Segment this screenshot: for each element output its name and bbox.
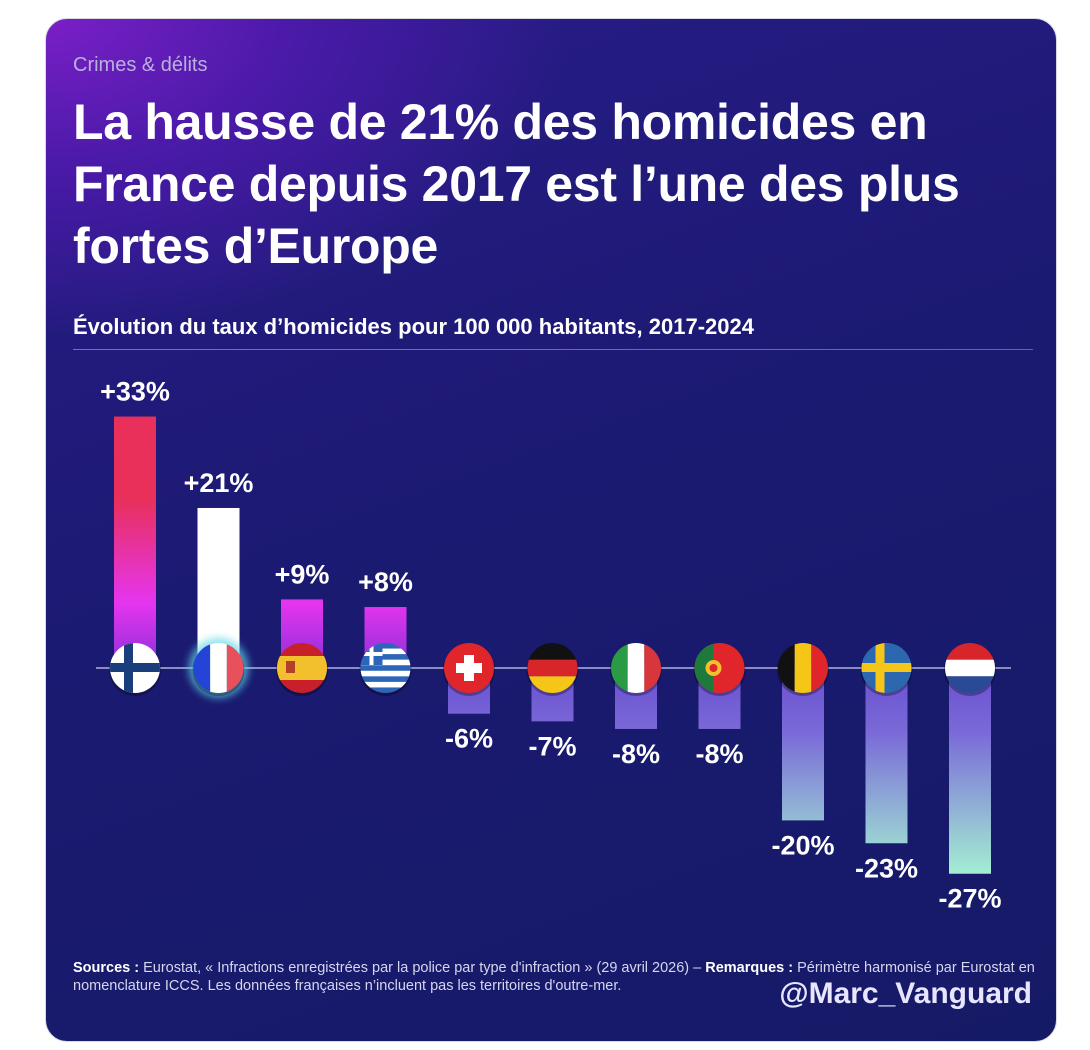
flag-belgium-icon xyxy=(777,643,829,696)
flag-italy-icon xyxy=(610,643,662,696)
data-label: -8% xyxy=(612,739,660,769)
data-label: +9% xyxy=(275,559,330,589)
sources-text: Eurostat, « Infractions enregistrées par… xyxy=(139,960,706,976)
flag-germany-icon xyxy=(526,643,579,696)
data-label: -7% xyxy=(528,731,576,761)
bar-sweden xyxy=(865,668,908,844)
bar-netherlands xyxy=(949,668,991,874)
flag-greece-icon xyxy=(359,643,412,696)
flag-spain-icon xyxy=(276,643,328,696)
divider xyxy=(73,349,1033,350)
flag-netherlands-icon xyxy=(944,643,996,696)
data-label: +33% xyxy=(100,377,170,407)
chart-subtitle: Évolution du taux d’homicides pour 100 0… xyxy=(73,314,754,339)
bar-belgium xyxy=(782,668,824,821)
data-label: -27% xyxy=(938,884,1001,914)
data-label: -8% xyxy=(695,739,743,769)
page-title: La hausse de 21% des homicides en France… xyxy=(73,94,960,274)
bar-finland xyxy=(114,416,156,668)
data-label: +8% xyxy=(358,567,413,597)
sources-label: Sources : xyxy=(73,960,140,976)
remarks-label: Remarques : xyxy=(705,960,794,976)
kicker: Crimes & délits xyxy=(73,54,208,76)
flag-portugal-icon xyxy=(693,643,746,696)
flag-france-icon xyxy=(188,638,249,698)
flag-finland-icon xyxy=(109,643,161,696)
flag-sweden-icon xyxy=(860,643,913,696)
data-label: -23% xyxy=(855,853,918,883)
infographic-card: Crimes & délits La hausse de 21% des hom… xyxy=(45,18,1057,1042)
bar-chart: +33% +21% +9% +8% -6% -7% -8% -8% -20% -23% -27% xyxy=(96,377,1011,914)
flag-switzerland-icon xyxy=(443,643,495,696)
data-label: +21% xyxy=(184,468,254,498)
sources-note: Sources : Eurostat, « Infractions enregi… xyxy=(73,959,1056,995)
remarks-text: Périmètre harmonisé par Eurostat en nome… xyxy=(73,960,1035,994)
data-label: -20% xyxy=(771,830,834,860)
data-label: -6% xyxy=(445,724,493,754)
author-handle: @Marc_Vanguard xyxy=(779,977,1032,1010)
